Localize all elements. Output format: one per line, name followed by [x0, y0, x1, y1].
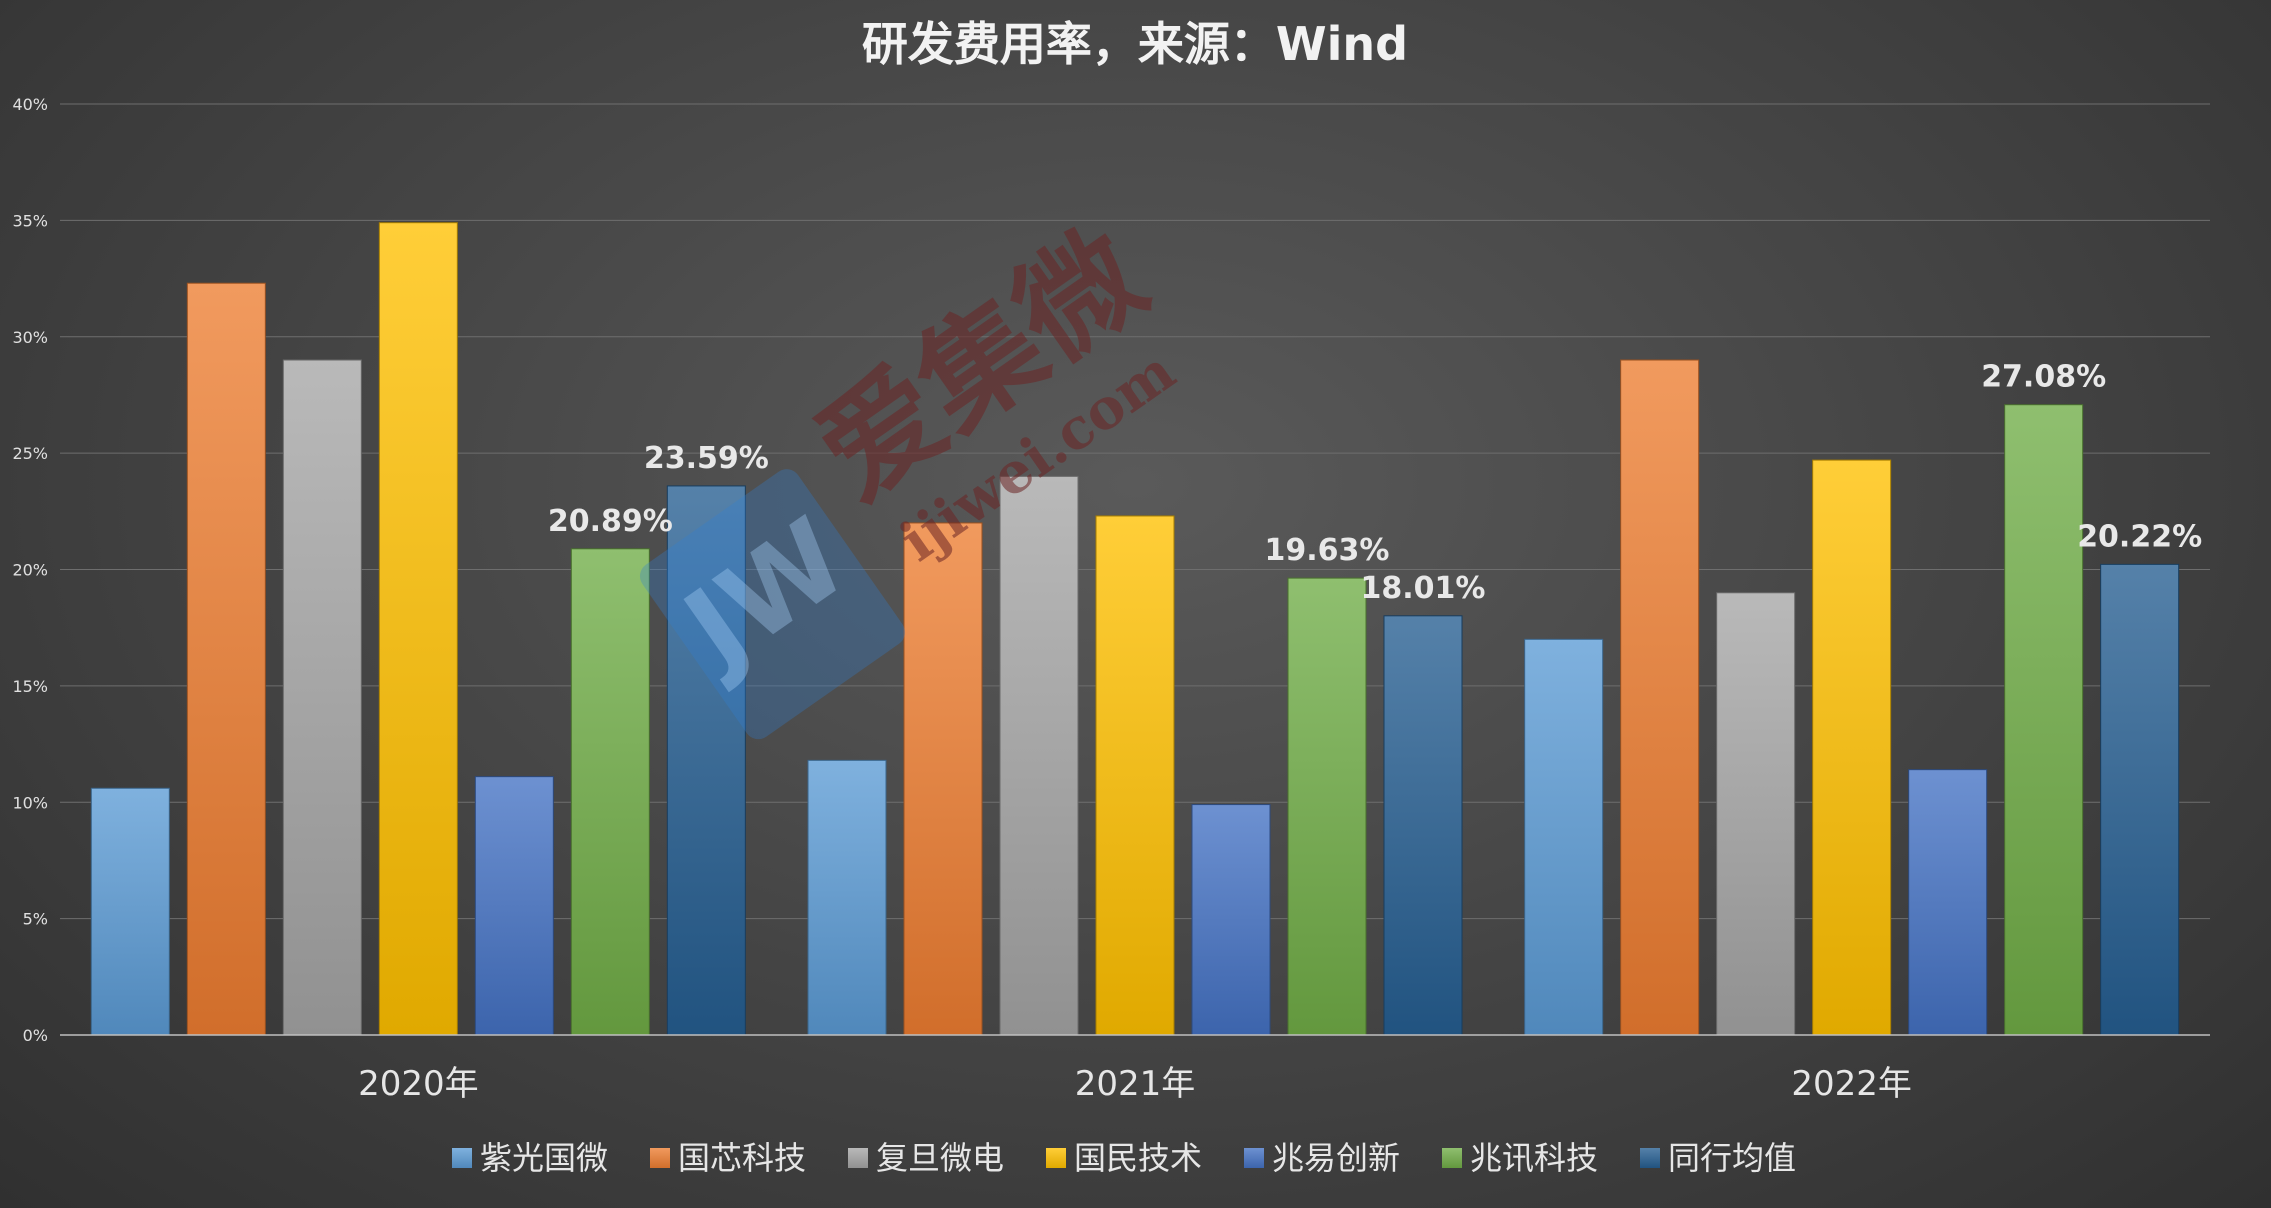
bars — [90, 222, 2180, 1036]
x-tick-label: 2021年 — [1075, 1064, 1196, 1104]
bar — [186, 282, 266, 1036]
bar — [1524, 638, 1604, 1036]
data-label: 20.89% — [548, 504, 673, 539]
data-label: 23.59% — [644, 441, 769, 476]
x-tick-label: 2022年 — [1791, 1064, 1912, 1104]
y-tick-label: 40% — [12, 95, 48, 114]
bar — [282, 359, 362, 1036]
legend-swatch — [848, 1148, 868, 1168]
bar — [666, 485, 746, 1036]
legend: 紫光国微 国芯科技 复旦微电 国民技术 兆易创新 兆讯科技 同行均值 — [452, 1139, 1796, 1177]
bar — [1287, 577, 1367, 1036]
y-tick-label: 0% — [23, 1026, 48, 1045]
x-axis-ticks: 2020年 2021年 2022年 — [358, 1064, 1912, 1104]
y-tick-label: 20% — [12, 561, 48, 580]
x-tick-label: 2020年 — [358, 1064, 479, 1104]
y-tick-label: 35% — [12, 211, 48, 230]
bar — [378, 222, 458, 1036]
bar — [2100, 563, 2180, 1036]
legend-label: 国芯科技 — [678, 1139, 806, 1177]
data-label: 19.63% — [1265, 533, 1390, 568]
legend-label: 复旦微电 — [876, 1139, 1004, 1177]
bar — [903, 522, 983, 1036]
legend-label: 紫光国微 — [480, 1139, 608, 1177]
legend-swatch — [1244, 1148, 1264, 1168]
bar — [807, 759, 887, 1036]
data-label: 18.01% — [1361, 571, 1486, 606]
bar — [1812, 459, 1892, 1036]
data-label: 27.08% — [1981, 360, 2106, 395]
bar — [570, 548, 650, 1036]
bar — [1095, 515, 1175, 1036]
legend-label: 同行均值 — [1668, 1139, 1796, 1177]
bar — [90, 787, 170, 1036]
legend-label: 兆讯科技 — [1470, 1139, 1598, 1177]
bar — [2004, 404, 2084, 1036]
bar — [1620, 359, 1700, 1036]
bar — [1383, 615, 1463, 1036]
y-tick-label: 10% — [12, 793, 48, 812]
chart-title: 研发费用率，来源：Wind — [862, 17, 1408, 71]
legend-swatch — [1046, 1148, 1066, 1168]
legend-swatch — [1442, 1148, 1462, 1168]
legend-swatch — [1640, 1148, 1660, 1168]
legend-swatch — [452, 1148, 472, 1168]
y-tick-label: 25% — [12, 444, 48, 463]
legend-swatch — [650, 1148, 670, 1168]
data-label: 20.22% — [2077, 519, 2202, 554]
y-axis-ticks: 0% 5% 10% 15% 20% 25% 30% 35% 40% — [12, 95, 48, 1045]
y-tick-label: 15% — [12, 677, 48, 696]
y-tick-label: 5% — [23, 910, 48, 929]
bar — [1191, 804, 1271, 1036]
bar — [474, 776, 554, 1036]
bar — [1716, 592, 1796, 1036]
y-tick-label: 30% — [12, 328, 48, 347]
legend-label: 国民技术 — [1074, 1139, 1202, 1177]
bar — [1908, 769, 1988, 1036]
legend-label: 兆易创新 — [1272, 1139, 1400, 1177]
data-labels: 20.89% 23.59% 19.63%18.01% 27.08% 20.22% — [548, 360, 2202, 606]
bar — [999, 475, 1079, 1036]
